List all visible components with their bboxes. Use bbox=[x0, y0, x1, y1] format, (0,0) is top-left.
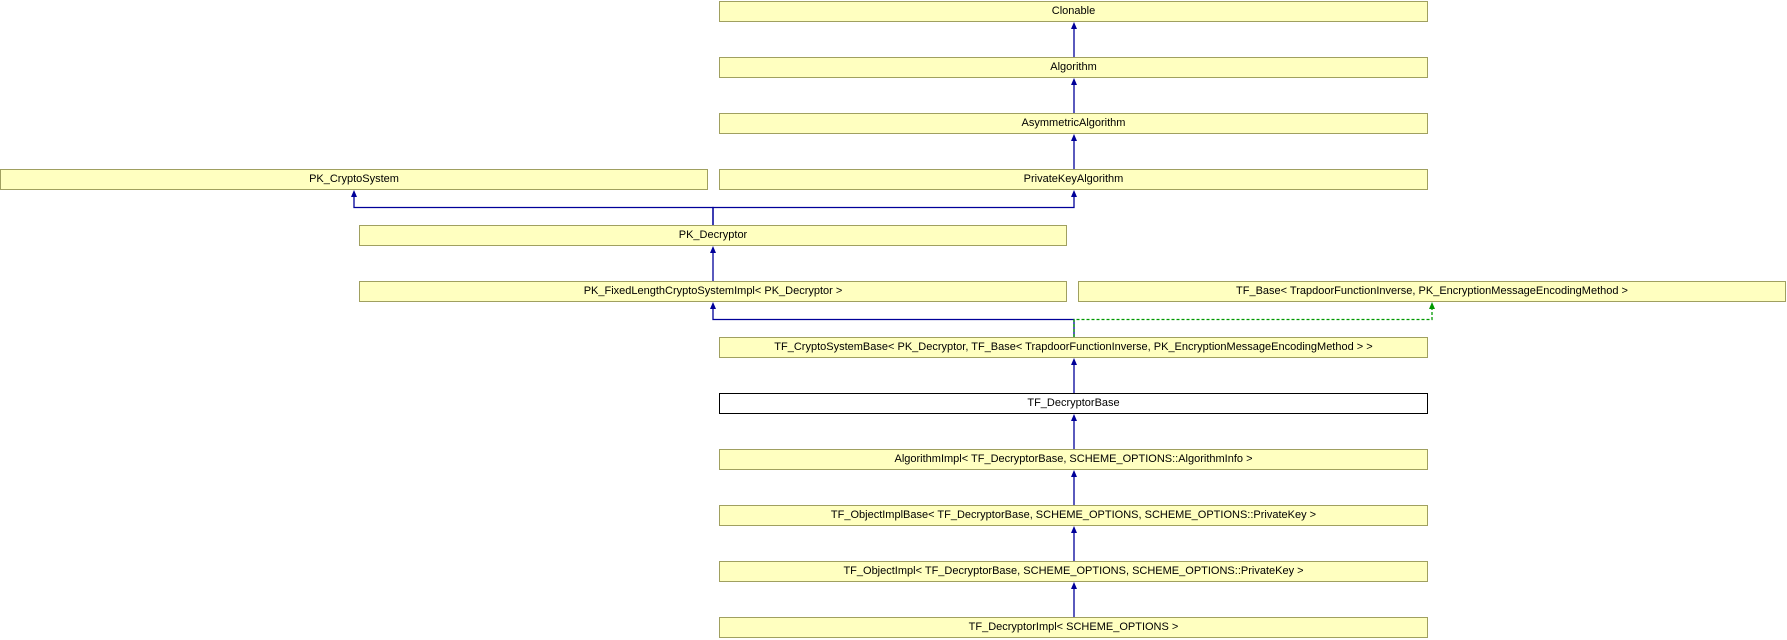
arrowhead-icon bbox=[1071, 22, 1077, 29]
class-node-pkfixed[interactable]: PK_FixedLengthCryptoSystemImpl< PK_Decry… bbox=[359, 281, 1067, 302]
arrowhead-icon bbox=[1071, 358, 1077, 365]
arrowhead-icon bbox=[1071, 582, 1077, 589]
class-node-clonable[interactable]: Clonable bbox=[719, 1, 1428, 22]
arrowhead-icon bbox=[1071, 414, 1077, 421]
class-node-tfbase[interactable]: TF_Base< TrapdoorFunctionInverse, PK_Enc… bbox=[1078, 281, 1786, 302]
class-node-algorithm[interactable]: Algorithm bbox=[719, 57, 1428, 78]
edge-tfoib-to-algimpl bbox=[1071, 470, 1077, 505]
edge-pkfixed-to-pkdec bbox=[710, 246, 716, 281]
arrowhead-icon bbox=[710, 246, 716, 253]
edge-algimpl-to-tfdecbase bbox=[1071, 414, 1077, 449]
arrowhead-icon bbox=[351, 190, 357, 197]
class-node-tfoi[interactable]: TF_ObjectImpl< TF_DecryptorBase, SCHEME_… bbox=[719, 561, 1428, 582]
class-node-pkdec[interactable]: PK_Decryptor bbox=[359, 225, 1067, 246]
edge-algorithm-to-clonable bbox=[1071, 22, 1077, 57]
edge-pkdec-to-pkcrypto bbox=[351, 190, 714, 225]
arrowhead-icon bbox=[1429, 302, 1435, 309]
class-node-algimpl[interactable]: AlgorithmImpl< TF_DecryptorBase, SCHEME_… bbox=[719, 449, 1428, 470]
edge-asymmetric-to-algorithm bbox=[1071, 78, 1077, 113]
class-node-asymmetric[interactable]: AsymmetricAlgorithm bbox=[719, 113, 1428, 134]
edge-pkdec-to-privkey bbox=[712, 190, 1077, 225]
edge-tfdecimpl-to-tfoi bbox=[1071, 582, 1077, 617]
class-node-tfcsb[interactable]: TF_CryptoSystemBase< PK_Decryptor, TF_Ba… bbox=[719, 337, 1428, 358]
arrowhead-icon bbox=[1071, 134, 1077, 141]
arrowhead-icon bbox=[1071, 470, 1077, 477]
arrowhead-icon bbox=[1071, 190, 1077, 197]
edge-tfcsb-to-tfbase bbox=[1073, 302, 1435, 337]
class-node-tfdecbase: TF_DecryptorBase bbox=[719, 393, 1428, 414]
edge-tfcsb-to-pkfixed bbox=[710, 302, 1075, 337]
edge-privkey-to-asymmetric bbox=[1071, 134, 1077, 169]
class-node-tfoib[interactable]: TF_ObjectImplBase< TF_DecryptorBase, SCH… bbox=[719, 505, 1428, 526]
arrowhead-icon bbox=[710, 302, 716, 309]
arrowhead-icon bbox=[1071, 78, 1077, 85]
class-node-privkey[interactable]: PrivateKeyAlgorithm bbox=[719, 169, 1428, 190]
edge-tfoi-to-tfoib bbox=[1071, 526, 1077, 561]
arrowhead-icon bbox=[1071, 526, 1077, 533]
class-node-tfdecimpl[interactable]: TF_DecryptorImpl< SCHEME_OPTIONS > bbox=[719, 617, 1428, 638]
class-node-pkcrypto[interactable]: PK_CryptoSystem bbox=[0, 169, 708, 190]
edge-tfdecbase-to-tfcsb bbox=[1071, 358, 1077, 393]
